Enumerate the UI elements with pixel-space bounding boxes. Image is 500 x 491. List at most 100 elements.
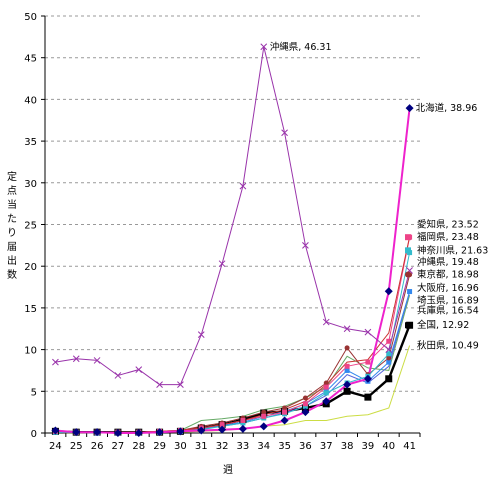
end-label: 埼玉県, 16.89 xyxy=(417,294,479,306)
y-tick-label: 50 xyxy=(24,12,37,23)
x-tick-label: 37 xyxy=(320,441,333,452)
marker-square xyxy=(240,420,246,426)
marker-diamond xyxy=(384,287,393,296)
marker-square xyxy=(407,289,413,295)
x-tick-label: 34 xyxy=(257,441,270,452)
y-axis-label-char: た xyxy=(7,213,17,225)
y-tick-label: 35 xyxy=(24,137,37,148)
y-axis-label-char: 当 xyxy=(7,198,17,211)
end-label: 愛知県, 23.52 xyxy=(417,219,479,231)
x-tick-label: 33 xyxy=(237,441,250,452)
marker-square xyxy=(365,359,371,365)
y-tick-label: 20 xyxy=(24,262,37,273)
marker-diamond xyxy=(238,424,247,433)
end-label: 秋田県, 10.49 xyxy=(417,340,479,352)
marker-square xyxy=(219,422,225,428)
x-tick-label: 41 xyxy=(403,441,416,452)
y-tick-label: 10 xyxy=(24,346,37,357)
marker-diamond xyxy=(343,380,352,389)
marker-square xyxy=(386,338,392,344)
x-tick-label: 24 xyxy=(49,441,62,452)
y-axis-label-char: 出 xyxy=(7,254,17,267)
marker-cross xyxy=(218,260,226,268)
marker-cross xyxy=(343,325,351,333)
marker-circle xyxy=(344,345,350,351)
marker-diamond xyxy=(176,427,185,436)
marker-cross xyxy=(364,328,372,336)
x-tick-label: 39 xyxy=(362,441,375,452)
end-label: 兵庫県, 16.54 xyxy=(417,304,479,316)
y-axis-label-char: 数 xyxy=(7,268,17,281)
marker-cross xyxy=(385,346,393,353)
marker-square xyxy=(343,387,351,395)
x-tick-label: 35 xyxy=(278,441,291,452)
marker-square xyxy=(385,375,393,383)
marker-diamond xyxy=(218,425,227,434)
data-label: 北海道, 38.96 xyxy=(416,102,478,114)
marker-square xyxy=(302,403,308,409)
marker-diamond xyxy=(51,426,60,435)
marker-diamond xyxy=(322,397,331,406)
x-tick-label: 28 xyxy=(132,441,145,452)
marker-square xyxy=(386,351,392,357)
x-tick-label: 38 xyxy=(341,441,354,452)
y-tick-label: 30 xyxy=(24,179,37,190)
marker-cross xyxy=(177,381,184,388)
marker-cross xyxy=(156,381,163,388)
marker-cross xyxy=(322,318,330,326)
marker-diamond xyxy=(363,374,372,383)
marker-cross xyxy=(197,331,205,338)
marker-diamond xyxy=(72,428,81,437)
marker-cross xyxy=(135,366,143,373)
x-tick-label: 30 xyxy=(174,441,187,452)
series-markers xyxy=(51,43,414,437)
end-label: 大阪府, 16.96 xyxy=(417,282,479,294)
y-tick-label: 0 xyxy=(31,429,37,440)
marker-cross xyxy=(260,43,268,51)
y-tick-label: 5 xyxy=(31,387,37,398)
y-axis-label-char: り xyxy=(7,227,17,239)
y-tick-label: 25 xyxy=(24,221,37,232)
marker-circle xyxy=(261,409,267,415)
marker-circle xyxy=(302,395,308,401)
marker-diamond xyxy=(197,426,206,435)
marker-square xyxy=(282,409,288,415)
marker-cross xyxy=(93,357,101,364)
marker-square xyxy=(405,247,411,254)
x-tick-label: 32 xyxy=(216,441,229,452)
marker-diamond xyxy=(93,428,102,437)
y-axis-label: 定点当たり届出数 xyxy=(7,170,17,281)
y-axis-label-char: 定 xyxy=(7,170,17,183)
marker-circle xyxy=(386,355,392,361)
marker-square xyxy=(405,234,411,241)
marker-circle xyxy=(323,380,329,386)
y-tick-label: 15 xyxy=(24,304,37,315)
y-tick-label: 45 xyxy=(24,54,37,65)
x-tick-label: 29 xyxy=(153,441,166,452)
marker-square xyxy=(364,393,372,401)
marker-square xyxy=(240,417,246,423)
x-tick-label: 25 xyxy=(70,441,83,452)
marker-square xyxy=(261,413,267,419)
marker-square xyxy=(302,401,308,407)
y-axis-label-char: 点 xyxy=(7,185,17,197)
end-label: 東京都, 18.98 xyxy=(417,269,479,281)
marker-square xyxy=(405,322,411,329)
x-tick-label: 36 xyxy=(299,441,312,452)
end-label: 神奈川県, 21.63 xyxy=(417,244,488,256)
marker-cross xyxy=(72,355,80,363)
data-label: 沖縄県, 46.31 xyxy=(270,41,332,53)
x-tick-label: 27 xyxy=(112,441,125,452)
series-line xyxy=(55,46,411,386)
y-tick-labels: 0 5 10 15 20 25 30 35 40 45 50 xyxy=(24,12,37,440)
marker-square xyxy=(344,367,350,373)
marker-diamond xyxy=(113,429,122,437)
marker-square xyxy=(386,359,392,365)
end-label: 沖縄県, 19.48 xyxy=(417,256,479,268)
marker-cross xyxy=(239,182,247,190)
x-tick-label: 26 xyxy=(91,441,104,452)
marker-diamond xyxy=(301,408,310,417)
end-label: 福岡県, 23.48 xyxy=(417,231,479,243)
marker-cross xyxy=(52,358,59,366)
